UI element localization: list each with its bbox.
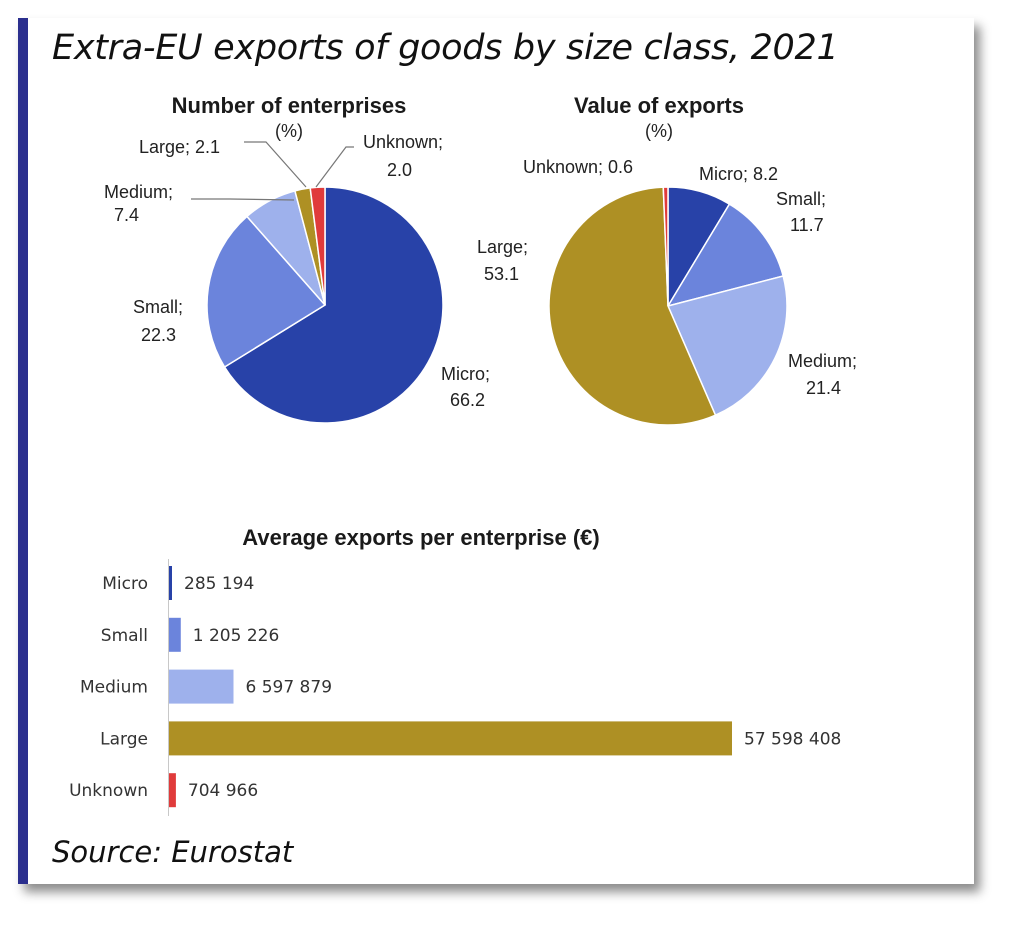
pie-enterprises: Number of enterprises (%) Large; 2.1 Medi… [104, 93, 490, 424]
bar-value-label: 285 194 [184, 574, 254, 594]
pie-exports-value-medium: 21.4 [806, 378, 841, 398]
bar-category-label: Small [101, 626, 148, 646]
bar-value-label: 6 597 879 [245, 678, 332, 698]
bar-small [169, 617, 181, 652]
leader-line-medium [191, 198, 295, 201]
pie-enterprises-leaders [191, 141, 354, 201]
pie-enterprises-value-small: 22.3 [141, 325, 176, 345]
infographic-card: Extra-EU exports of goods by size class,… [18, 18, 974, 884]
bar-chart-bars: Micro 285 194 Small 1 205 226 Medium 6 597 87… [69, 566, 841, 808]
pie-enterprises-slice-unknown [309, 186, 326, 306]
charts-canvas: Number of enterprises (%) Large; 2.1 Medi… [69, 93, 857, 816]
accent-bar [18, 18, 28, 884]
pie-exports-slice-medium [666, 275, 788, 417]
bar-category-label: Large [100, 729, 148, 749]
bar-unknown [169, 773, 176, 808]
bar-category-label: Micro [102, 574, 148, 594]
leader-line-unknown [315, 146, 354, 188]
pie-enterprises-value-unknown: 2.0 [387, 160, 412, 180]
pie-enterprises-value-medium: 7.4 [114, 205, 139, 225]
bar-category-label: Unknown [69, 781, 148, 801]
label-name: Large; [139, 137, 190, 157]
pie-exports-label-micro: Micro; 8.2 [699, 164, 778, 184]
pie-exports-label-small: Small; [776, 189, 826, 209]
pie-enterprises-slices [206, 186, 444, 424]
pie-exports-unit: (%) [645, 121, 673, 141]
pie-exports-slice-small [666, 203, 785, 308]
bar-micro [169, 566, 172, 600]
bar-value-label: 1 205 226 [193, 626, 280, 646]
label-value: 8.2 [753, 164, 778, 184]
pie-exports-value-large: 53.1 [484, 264, 519, 284]
pie-exports-value-small: 11.7 [790, 215, 824, 235]
bar-medium [169, 669, 234, 704]
pie-enterprises-label-small: Small; [133, 297, 183, 317]
label-name: Micro; [699, 164, 748, 184]
pie-enterprises-label-micro: Micro; [441, 364, 490, 384]
pie-exports-title: Value of exports [574, 93, 744, 118]
bar-category-label: Medium [80, 678, 148, 698]
pie-exports: Value of exports (%) Unknown; 0.6 Micro; 8… [477, 93, 857, 426]
pie-enterprises-label-unknown: Unknown; [363, 132, 443, 152]
pie-exports-slices [548, 186, 788, 426]
pie-exports-label-unknown: Unknown; 0.6 [523, 157, 633, 177]
bar-chart-title: Average exports per enterprise (€) [242, 525, 599, 550]
bar-large [169, 721, 732, 756]
pie-exports-slice-large [548, 186, 717, 426]
pie-exports-label-medium: Medium; [788, 351, 857, 371]
pie-enterprises-title: Number of enterprises [172, 93, 407, 118]
pie-enterprises-slice-micro [223, 186, 444, 424]
label-value: 0.6 [608, 157, 633, 177]
pie-exports-slice-unknown [662, 186, 669, 307]
main-title: Extra-EU exports of goods by size class,… [52, 28, 839, 68]
source-note: Source: Eurostat [52, 835, 294, 869]
bar-chart-average-exports: Average exports per enterprise (€) Micro… [69, 525, 841, 816]
pie-enterprises-label-medium: Medium; [104, 182, 173, 202]
bar-value-label: 57 598 408 [744, 729, 841, 749]
leader-line-large [244, 141, 307, 188]
pie-enterprises-slice-small [206, 215, 327, 369]
pie-enterprises-value-micro: 66.2 [450, 390, 485, 410]
pie-exports-label-large: Large; [477, 237, 528, 257]
pie-enterprises-unit: (%) [275, 121, 303, 141]
label-name: Unknown; [523, 157, 603, 177]
label-value: 2.1 [195, 137, 220, 157]
bar-value-label: 704 966 [188, 781, 258, 801]
pie-enterprises-label-large: Large; 2.1 [139, 137, 220, 157]
